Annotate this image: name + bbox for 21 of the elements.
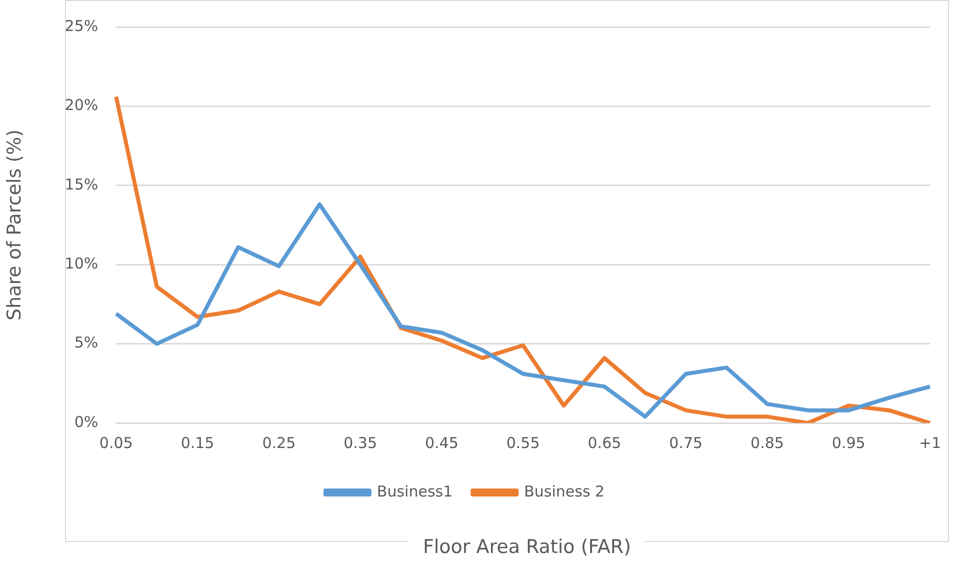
x-tick-label: 0.45 [424, 434, 458, 452]
y-tick-label: 10% [64, 254, 98, 272]
x-tick-label: 0.15 [180, 434, 214, 452]
y-axis-title: Share of Parcels (%) [3, 129, 26, 321]
x-tick-label: 0.55 [506, 434, 540, 452]
y-tick-label: 15% [64, 175, 98, 194]
x-tick-label: 0.75 [669, 434, 703, 452]
y-tick-label: 5% [74, 334, 98, 352]
y-tick-label: 20% [64, 96, 98, 114]
legend-label: Business1 [376, 482, 453, 500]
x-tick-label: 0.25 [262, 434, 296, 452]
x-tick-label: 0.85 [750, 434, 784, 452]
x-tick-label: 0.95 [832, 434, 866, 452]
x-tick-label: +1 [918, 434, 942, 452]
x-axis-title: Floor Area Ratio (FAR) [408, 536, 646, 558]
y-tick-label: 0% [74, 412, 98, 431]
legend-label: Business 2 [524, 482, 605, 500]
y-tick-label: 25% [64, 16, 98, 35]
x-tick-label: 0.65 [588, 434, 622, 452]
x-tick-label: 0.35 [344, 434, 377, 452]
x-tick-label: 0.05 [99, 434, 133, 452]
